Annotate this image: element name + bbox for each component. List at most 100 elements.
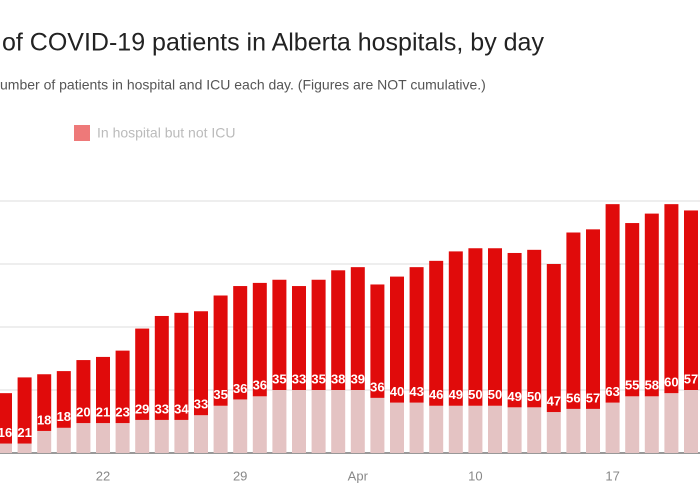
bar-segment (390, 276, 404, 403)
data-label: 57 (684, 371, 698, 386)
chart-title: of COVID-19 patients in Alberta hospital… (2, 29, 544, 57)
data-label: 63 (605, 384, 619, 399)
bar-segment (546, 412, 561, 453)
bar-segment (115, 350, 130, 424)
x-tick-label: Apr (348, 468, 369, 483)
bar-segment (292, 390, 306, 453)
bar-segment (488, 248, 502, 406)
data-label: 34 (174, 401, 189, 416)
data-label: 57 (586, 390, 600, 405)
bar-segment (135, 328, 150, 420)
data-label: 36 (370, 379, 384, 394)
x-tick-label: 22 (96, 468, 110, 483)
bar-segment (605, 204, 620, 403)
bar-segment (292, 286, 306, 390)
data-label: 36 (253, 378, 267, 393)
bar-segment (0, 393, 12, 444)
bar-segment (409, 267, 424, 403)
bar-segment (272, 279, 287, 390)
data-label: 39 (351, 371, 365, 386)
data-label: 16 (0, 425, 12, 440)
bar-segment (644, 396, 659, 453)
bar-segment (684, 390, 698, 453)
bar-segment (135, 419, 150, 453)
bar-segment (448, 405, 463, 453)
data-label: 58 (645, 378, 659, 393)
bar-segment (331, 270, 346, 390)
data-label: 29 (135, 401, 149, 416)
bar-segment (664, 204, 679, 394)
data-label: 35 (213, 387, 227, 402)
bar-segment (586, 229, 600, 409)
x-tick-label: 29 (233, 468, 247, 483)
bar-segment (429, 405, 444, 453)
data-label: 50 (488, 387, 502, 402)
bar-segment (194, 311, 208, 416)
bar-segment (468, 248, 483, 406)
bar-segment (625, 223, 640, 397)
data-label: 47 (547, 393, 561, 408)
data-label: 38 (331, 371, 345, 386)
data-label: 36 (233, 381, 247, 396)
bar-segment (350, 390, 365, 453)
bar-segment (76, 360, 91, 424)
data-label: 23 (115, 405, 129, 420)
bar-segment (488, 405, 502, 453)
bar-segment (194, 415, 208, 453)
bar-segment (664, 393, 679, 453)
bar-segment (586, 408, 600, 453)
bar-segment (468, 405, 483, 453)
data-label: 18 (37, 412, 51, 427)
bar-segment (213, 405, 228, 453)
data-label: 46 (429, 387, 443, 402)
bar-segment (507, 407, 522, 453)
bar-segment (37, 430, 52, 453)
bar-segment (252, 282, 267, 397)
data-label: 33 (155, 401, 169, 416)
data-label: 33 (194, 397, 208, 412)
data-label: 18 (57, 409, 71, 424)
bar-segment (311, 390, 326, 453)
bar-segment (684, 210, 698, 390)
bar-segment (566, 232, 581, 409)
x-tick-label: 17 (605, 468, 619, 483)
bar-segment (409, 402, 424, 453)
data-label: 50 (527, 389, 541, 404)
bar-segment (566, 408, 581, 453)
bar-segment (311, 279, 326, 390)
bar-segment (331, 390, 346, 453)
data-label: 20 (76, 405, 90, 420)
bar-segment (644, 213, 659, 397)
data-label: 21 (96, 405, 110, 420)
bar-segment (17, 443, 32, 453)
bar-segment (96, 356, 110, 424)
bar-segment (56, 371, 71, 428)
x-tick-label: 10 (468, 468, 482, 483)
data-label: 33 (292, 371, 306, 386)
legend-swatch (74, 125, 90, 141)
legend-label: In hospital but not ICU (97, 125, 236, 141)
bar-segment (625, 396, 640, 453)
bar-segment (448, 251, 463, 406)
bar-segment (546, 264, 561, 413)
bar-segment (252, 396, 267, 453)
bar-segment (174, 312, 189, 420)
bar-segment (350, 267, 365, 390)
bar-segment (96, 423, 110, 453)
data-label: 50 (468, 387, 482, 402)
data-label: 35 (311, 371, 325, 386)
bar-segment (233, 286, 248, 400)
bar-segment (154, 315, 169, 420)
bar-segment (527, 249, 542, 408)
bar-segment (390, 402, 404, 453)
data-label: 49 (449, 387, 463, 402)
chart-subtitle: umber of patients in hospital and ICU ea… (0, 77, 486, 93)
bar-segment (0, 443, 12, 453)
bar-segment (272, 390, 287, 453)
data-label: 35 (272, 371, 286, 386)
bar-segment (56, 427, 71, 453)
bar-segment (76, 423, 91, 453)
bar-segment (370, 284, 385, 398)
bar-segment (370, 397, 385, 453)
